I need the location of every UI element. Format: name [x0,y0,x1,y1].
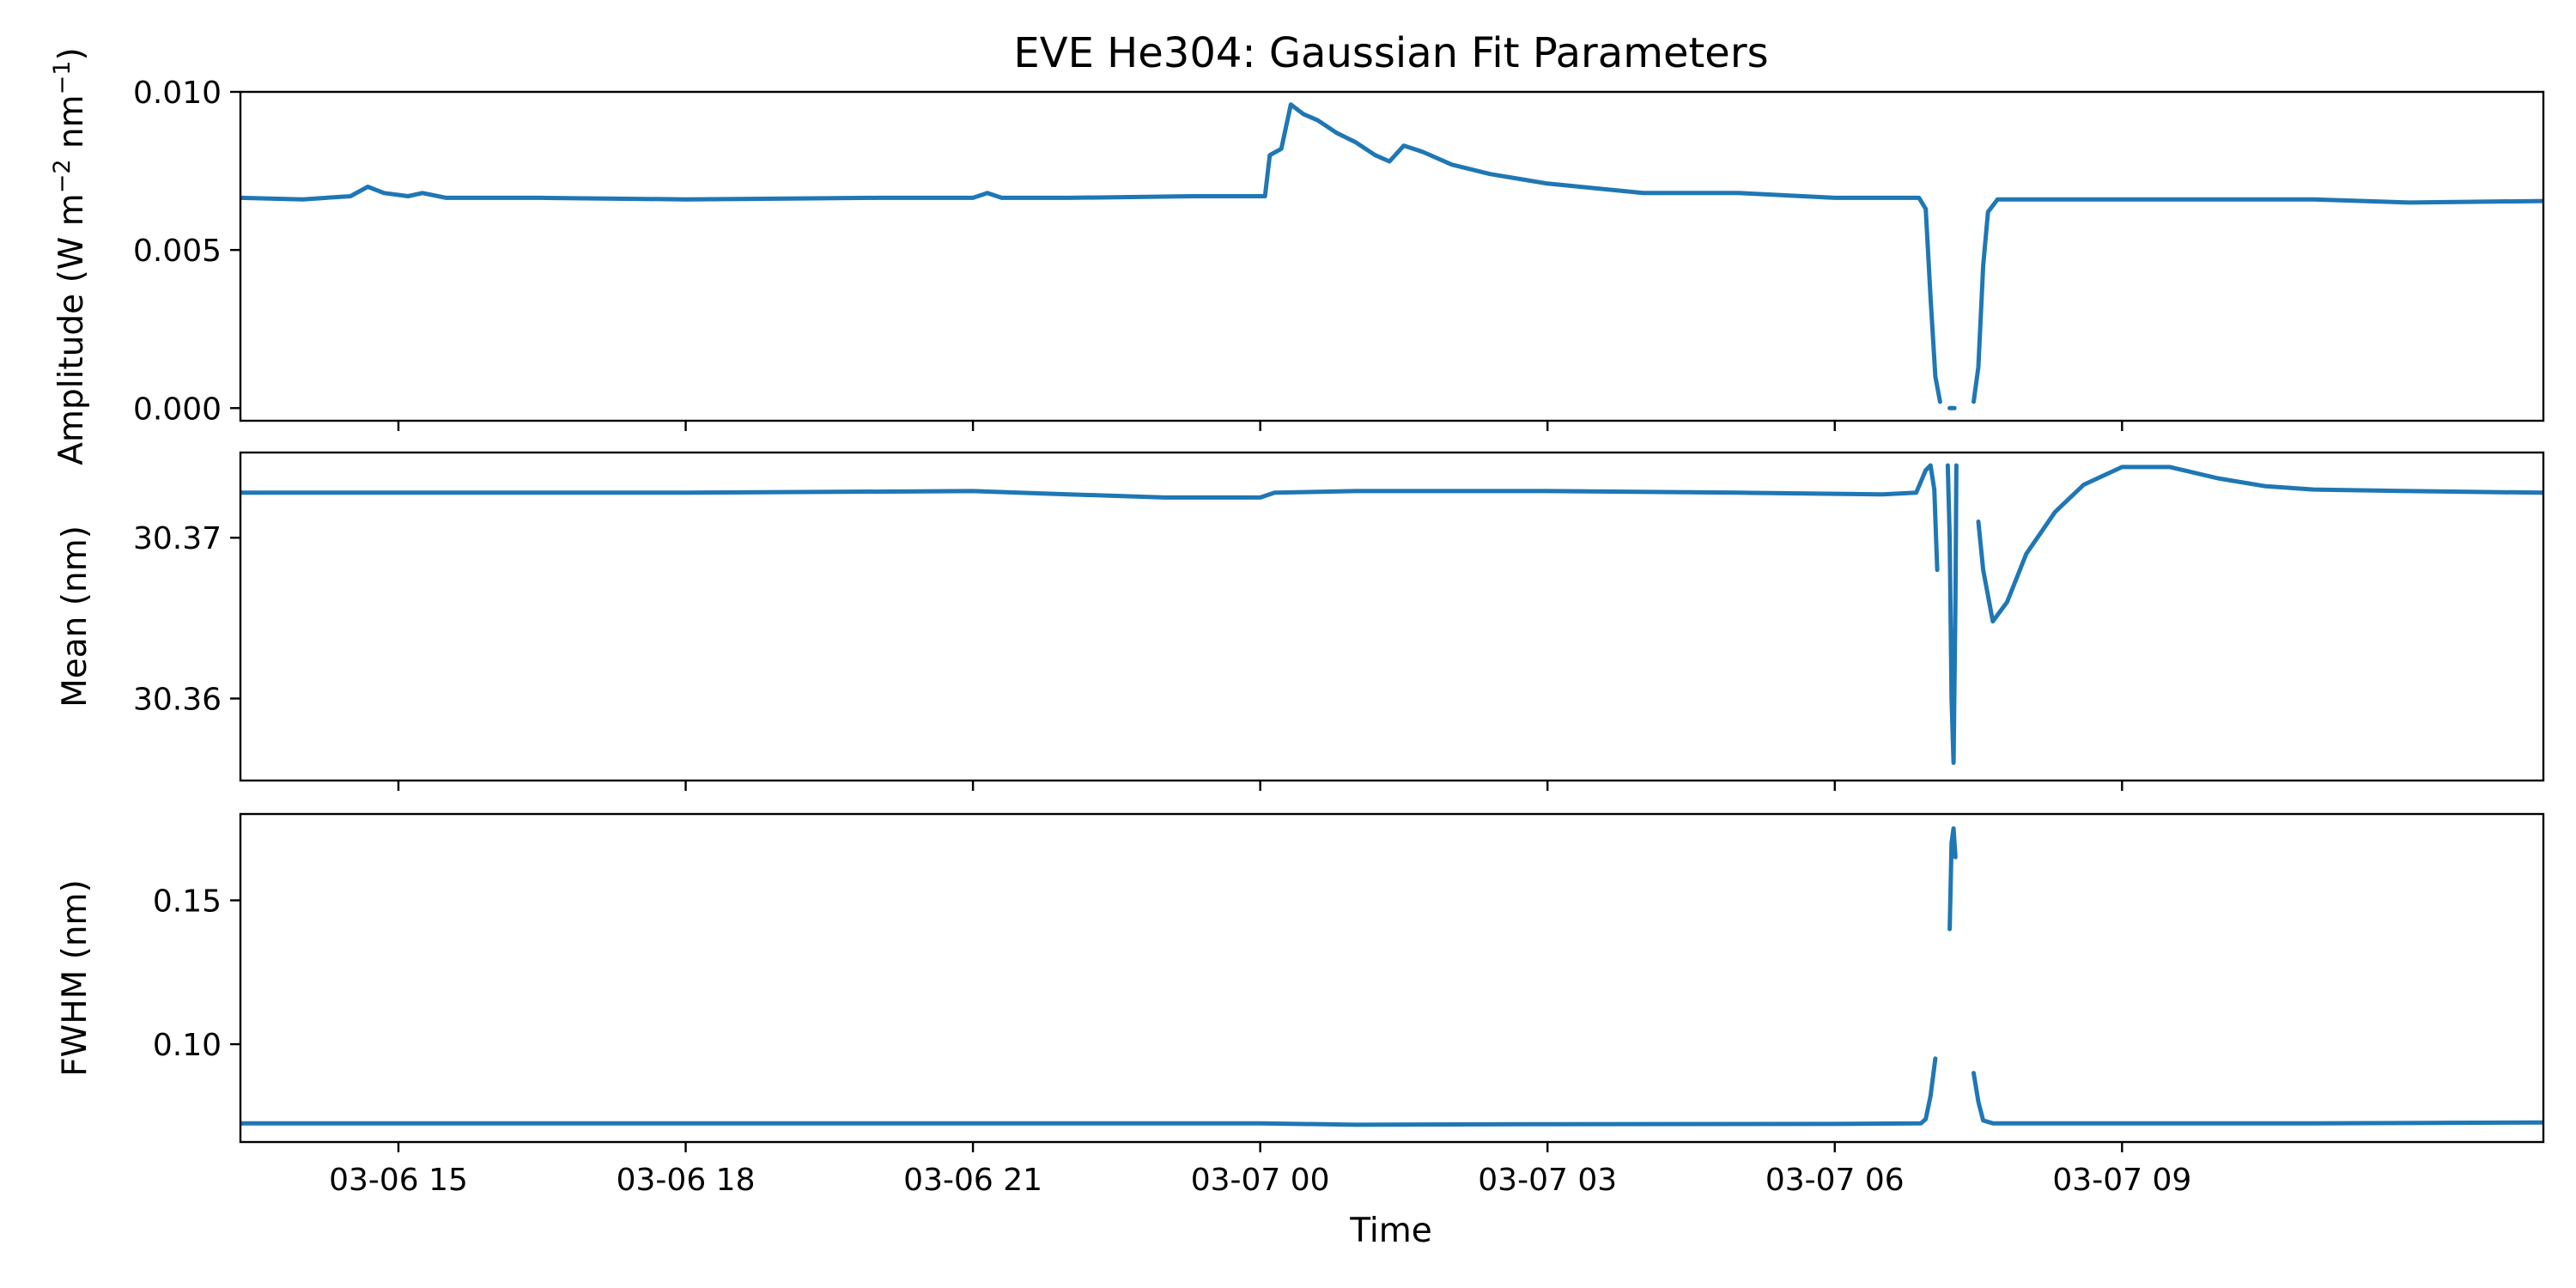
y-tick-label-mean: 30.36 [133,683,222,718]
y-tick-label-amplitude: 0.005 [133,234,222,269]
axes-frame-fwhm [239,812,2545,1144]
x-tick-label: 03-06 18 [617,1163,756,1198]
x-tick-label: 03-07 00 [1191,1163,1330,1198]
x-axis-label: Time [1349,1212,1431,1250]
series-mean [240,463,2543,765]
series-line-mean-0 [240,463,1940,573]
y-tick-label-fwhm: 0.10 [153,1028,222,1063]
axes-frame-amplitude [239,90,2545,422]
y-tick-label-fwhm: 0.15 [153,884,222,920]
series-line-fwhm-0 [240,1056,1938,1127]
y-tick-label-amplitude: 0.010 [133,76,222,111]
series-line-mean-1 [1945,463,1959,765]
series-line-mean-2 [1976,465,2543,624]
series-line-amplitude-2 [1971,197,2543,404]
y-axis-label-fwhm: FWHM (nm) [56,879,94,1077]
series-amplitude [240,102,2543,410]
series-fwhm [240,826,2543,1127]
series-line-amplitude-0 [240,102,1942,404]
y-axis-label-amplitude: Amplitude (W m−2 nm−1) [49,47,91,465]
series-line-fwhm-2 [1971,1071,2543,1126]
x-tick-label: 03-06 15 [329,1163,468,1198]
y-tick-label-mean: 30.37 [133,521,222,556]
series-line-fwhm-1 [1947,826,1958,932]
x-tick-label: 03-06 21 [903,1163,1042,1198]
x-tick-label: 03-07 03 [1478,1163,1617,1198]
panel-fwhm: 0.10 0.15 03-06 15 03-06 18 03-06 21 03-07 00… [56,812,2545,1198]
x-tick-label: 03-07 06 [1765,1163,1905,1198]
panel-mean: 30.36 30.37 Mean (nm) [56,451,2545,791]
axes-frame-mean [239,451,2545,782]
panel-amplitude: 0.000 0.005 0.010 Amplitude (W m−2 nm−1) [49,47,2545,465]
y-axis-label-mean: Mean (nm) [56,526,94,708]
x-tick-label: 03-07 09 [2052,1163,2191,1198]
y-tick-label-amplitude: 0.000 [133,392,222,427]
chart-title: EVE He304: Gaussian Fit Parameters [1013,29,1768,77]
